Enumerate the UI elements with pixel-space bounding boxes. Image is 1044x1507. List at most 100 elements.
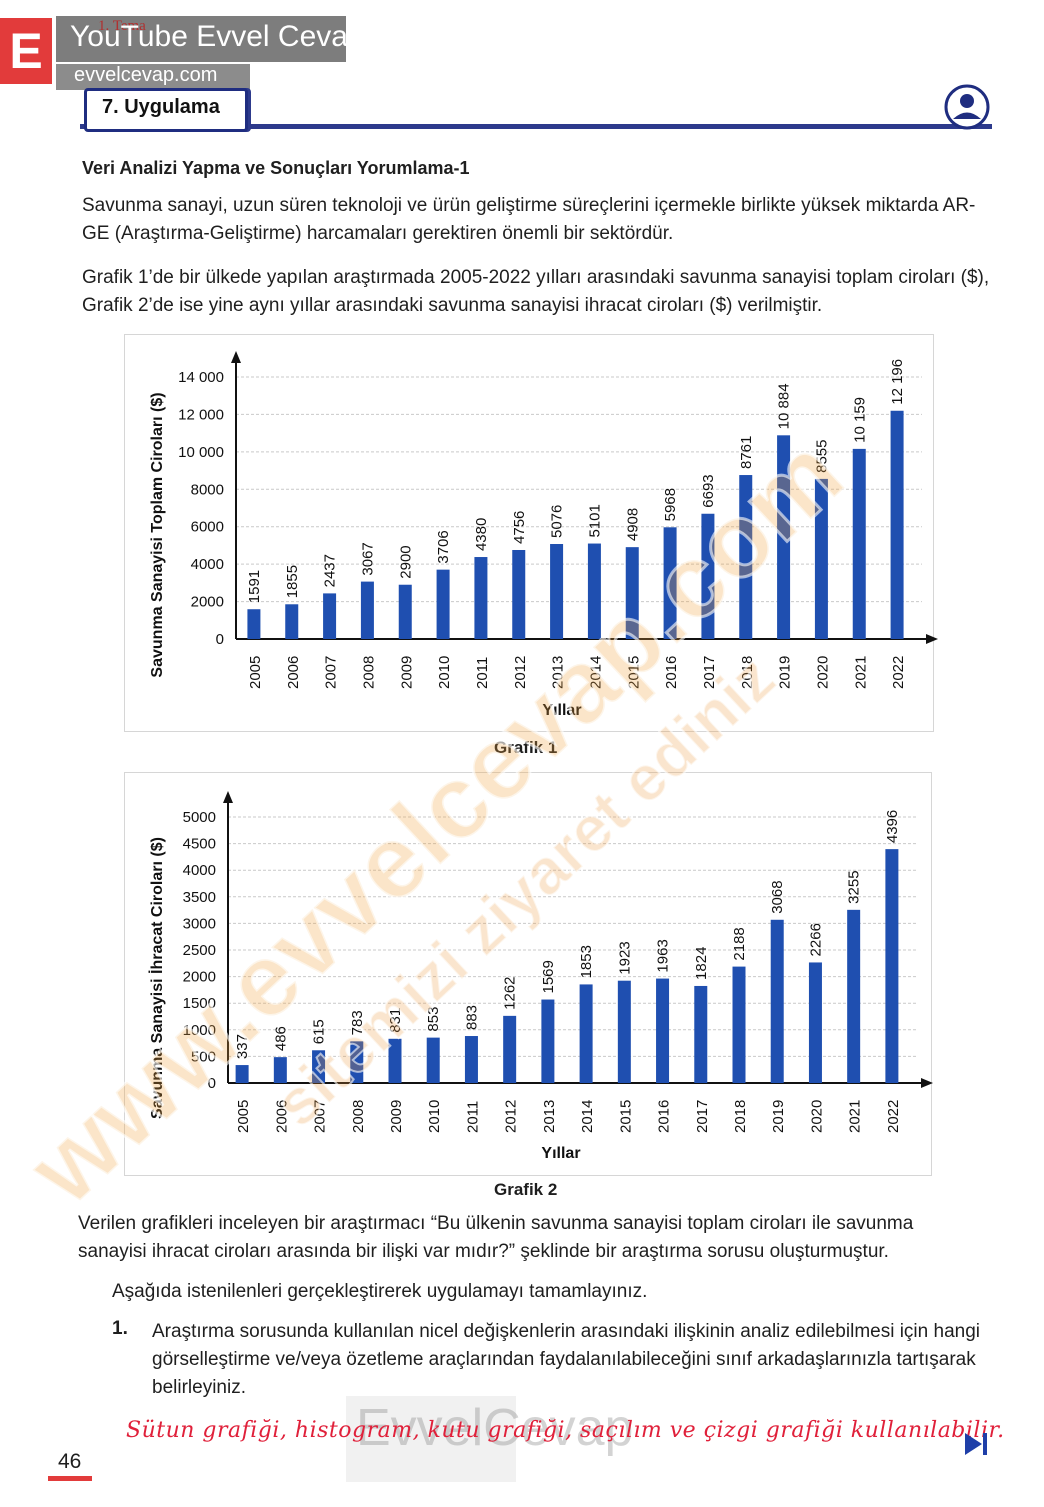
x-tick-label: 2020 — [814, 656, 831, 689]
bar-value-label: 10 159 — [851, 397, 868, 443]
x-tick-label: 2013 — [541, 1100, 558, 1133]
y-tick-label: 4500 — [183, 836, 216, 853]
y-tick-label: 12 000 — [178, 406, 224, 423]
skip-next-icon[interactable] — [962, 1430, 990, 1458]
bar — [323, 593, 337, 639]
y-tick-label: 4000 — [191, 556, 224, 573]
question-text: Araştırma sorusunda kullanılan nicel değ… — [152, 1321, 980, 1398]
bar-value-label: 3255 — [846, 870, 863, 903]
x-tick-label: 2011 — [464, 1101, 481, 1133]
bar-value-label: 1855 — [284, 565, 301, 598]
y-axis-title: Savunma Sanayisi İhracat Ciroları ($) — [148, 837, 166, 1119]
research-question-paragraph: Verilen grafikleri inceleyen bir araştır… — [78, 1213, 914, 1262]
bar — [885, 849, 899, 1083]
bar — [512, 549, 526, 639]
handwritten-answer: Sütun grafiği, histogram, kutu grafiği, … — [126, 1418, 1005, 1443]
y-tick-label: 3000 — [183, 915, 216, 932]
bar — [694, 985, 708, 1083]
bar-value-label: 4380 — [473, 518, 490, 551]
y-tick-label: 1000 — [183, 1022, 216, 1039]
x-tick-label: 2005 — [235, 1100, 252, 1133]
bar-value-label: 1824 — [693, 947, 710, 980]
y-tick-label: 2000 — [191, 594, 224, 611]
bar-value-label: 3067 — [359, 542, 376, 575]
y-tick-label: 2500 — [183, 942, 216, 959]
bar — [350, 1041, 364, 1083]
x-tick-label: 2021 — [847, 1100, 864, 1133]
bar-value-label: 1853 — [578, 945, 595, 978]
x-tick-label: 2022 — [885, 1100, 902, 1133]
bar-value-label: 1591 — [246, 570, 263, 603]
bar-value-label: 4756 — [511, 511, 528, 544]
bar-value-label: 615 — [311, 1019, 328, 1044]
bar — [235, 1065, 249, 1083]
bar-value-label: 1262 — [502, 976, 519, 1009]
bar-value-label: 12 196 — [889, 359, 906, 405]
bar — [625, 547, 639, 639]
x-axis-arrow — [926, 634, 938, 644]
x-tick-label: 2013 — [550, 656, 567, 689]
chart2-frame — [124, 772, 932, 1176]
bar-value-label: 8555 — [813, 440, 830, 473]
x-tick-label: 2007 — [312, 1100, 329, 1133]
y-tick-label: 6000 — [191, 519, 224, 536]
user-circle-icon — [944, 84, 990, 130]
bar — [847, 909, 861, 1083]
bar-value-label: 4396 — [884, 810, 901, 843]
activity-subtitle: Veri Analizi Yapma ve Sonuçları Yorumlam… — [82, 158, 470, 178]
bar — [656, 978, 670, 1083]
x-tick-label: 2017 — [701, 656, 718, 689]
x-tick-label: 2019 — [770, 1100, 787, 1133]
bar — [550, 544, 564, 639]
x-tick-label: 2010 — [436, 656, 453, 689]
bar — [739, 475, 753, 639]
x-tick-label: 2006 — [273, 1100, 290, 1133]
bar — [777, 435, 791, 639]
evvel-logo: E — [0, 18, 52, 84]
bottom-watermark-box — [346, 1396, 516, 1482]
page-number-underline — [48, 1476, 92, 1481]
bar-value-label: 3706 — [435, 530, 452, 563]
bar — [273, 1057, 287, 1083]
site-url: evvelcevap.com — [74, 64, 218, 86]
y-tick-label: 10 000 — [178, 444, 224, 461]
bar — [890, 410, 904, 639]
channel-name: YouTube Evvel Cevap — [70, 20, 365, 53]
x-tick-label: 2005 — [247, 656, 264, 689]
bar-value-label: 3068 — [769, 880, 786, 913]
x-tick-label: 2022 — [890, 656, 907, 689]
x-tick-label: 2009 — [398, 656, 415, 689]
bar-value-label: 6693 — [700, 474, 717, 507]
bar — [732, 966, 746, 1083]
bar — [852, 448, 866, 639]
bar — [814, 478, 828, 639]
bar — [579, 984, 593, 1083]
x-tick-label: 2019 — [777, 656, 794, 689]
bar-value-label: 486 — [272, 1026, 289, 1051]
x-tick-label: 2011 — [474, 657, 491, 689]
site-banner — [56, 64, 250, 90]
x-tick-label: 2018 — [739, 656, 756, 689]
x-tick-label: 2012 — [503, 1100, 520, 1133]
y-tick-label: 1500 — [183, 995, 216, 1012]
y-axis-arrow — [231, 351, 241, 363]
y-axis-title: Savunma Sanayisi Toplam Ciroları ($) — [149, 392, 166, 677]
x-axis-title: Yıllar — [542, 702, 581, 719]
x-tick-label: 2014 — [587, 656, 604, 689]
bar-value-label: 783 — [349, 1010, 366, 1035]
graph-description-paragraph: Grafik 1’de bir ülkede yapılan araştırma… — [82, 267, 990, 316]
section-tab — [84, 88, 248, 132]
x-axis-title: Yıllar — [541, 1145, 580, 1162]
x-tick-label: 2021 — [852, 656, 869, 689]
bar — [360, 581, 374, 639]
section-divider — [80, 124, 992, 129]
bar — [285, 604, 299, 639]
y-tick-label: 0 — [208, 1075, 216, 1092]
bar — [701, 513, 715, 639]
chart1-caption: Grafik 1 — [494, 738, 558, 757]
bar — [808, 962, 822, 1083]
bar-value-label: 2188 — [731, 927, 748, 960]
x-tick-label: 2016 — [656, 1100, 673, 1133]
